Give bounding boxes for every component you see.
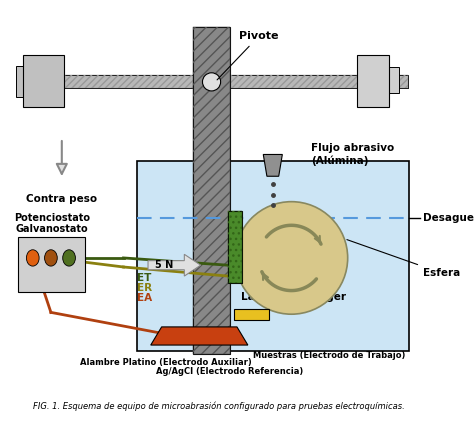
Ellipse shape: [63, 250, 75, 266]
Polygon shape: [263, 154, 282, 176]
Bar: [23, 54, 64, 107]
Polygon shape: [151, 327, 248, 345]
Ellipse shape: [45, 250, 57, 266]
Circle shape: [202, 73, 221, 91]
Text: 5 N: 5 N: [155, 260, 173, 270]
Text: Ag/AgCl (Electrodo Referencia): Ag/AgCl (Electrodo Referencia): [156, 367, 303, 376]
Bar: [228, 211, 242, 283]
Polygon shape: [148, 254, 201, 276]
Text: ER: ER: [137, 283, 152, 293]
Bar: [193, 27, 230, 354]
Bar: [357, 54, 388, 107]
Bar: [137, 161, 409, 351]
Bar: [388, 67, 399, 93]
Bar: [234, 309, 269, 320]
Text: Flujo abrasivo
(Alúmina): Flujo abrasivo (Alúmina): [311, 143, 395, 166]
Bar: [30, 75, 407, 88]
Text: Alambre Platino (Electrodo Auxiliar): Alambre Platino (Electrodo Auxiliar): [80, 358, 252, 367]
Bar: [17, 65, 27, 97]
Bar: [204, 102, 221, 118]
Text: Desague: Desague: [423, 213, 474, 223]
Text: Esfera: Esfera: [347, 240, 460, 278]
Text: Pivote: Pivote: [217, 31, 278, 80]
Text: ET: ET: [137, 273, 151, 283]
Text: Muestras (Electrodo de Trabajo): Muestras (Electrodo de Trabajo): [253, 351, 406, 361]
Text: Contra peso: Contra peso: [26, 194, 98, 204]
Bar: [193, 27, 230, 354]
Bar: [30, 75, 407, 88]
Text: Lactato de Ringer: Lactato de Ringer: [241, 292, 346, 302]
FancyBboxPatch shape: [18, 237, 85, 292]
Circle shape: [235, 202, 347, 314]
Text: Potenciostato
Galvanostato: Potenciostato Galvanostato: [14, 213, 90, 234]
Text: FIG. 1. Esquema de equipo de microabrasión configurado para pruebas electroquími: FIG. 1. Esquema de equipo de microabrasi…: [33, 401, 405, 411]
Ellipse shape: [26, 250, 39, 266]
Bar: [228, 211, 242, 283]
Text: EA: EA: [137, 293, 152, 303]
